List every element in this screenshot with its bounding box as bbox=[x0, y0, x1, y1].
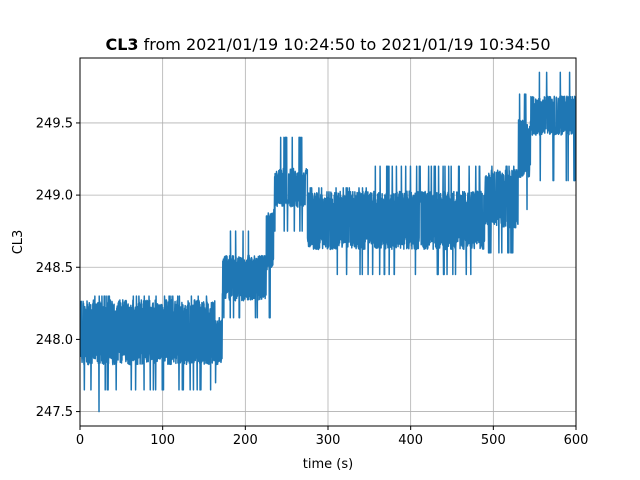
y-tick-label: 247.5 bbox=[36, 405, 73, 420]
series-line-cl3 bbox=[80, 71, 576, 413]
x-axis-ticks: 0 100 200 300 400 500 600 bbox=[76, 426, 589, 448]
y-tick-label: 248.0 bbox=[36, 333, 73, 348]
y-tick-label: 248.5 bbox=[36, 261, 73, 276]
y-tick-label: 249.0 bbox=[36, 189, 73, 204]
y-axis-ticks: 247.5 248.0 248.5 249.0 249.5 bbox=[36, 116, 80, 420]
x-tick-label: 300 bbox=[316, 433, 341, 448]
x-axis-label: time (s) bbox=[303, 457, 353, 472]
x-tick-label: 400 bbox=[398, 433, 423, 448]
x-tick-label: 0 bbox=[76, 433, 84, 448]
series-cl3 bbox=[80, 71, 576, 413]
chart-title: CL3 from 2021/01/19 10:24:50 to 2021/01/… bbox=[105, 35, 550, 54]
x-tick-label: 600 bbox=[564, 433, 589, 448]
x-tick-label: 100 bbox=[150, 433, 175, 448]
chart-title-bold: CL3 bbox=[105, 35, 138, 54]
y-tick-label: 249.5 bbox=[36, 116, 73, 131]
x-tick-label: 500 bbox=[481, 433, 506, 448]
y-axis-label: CL3 bbox=[11, 230, 26, 255]
x-tick-label: 200 bbox=[233, 433, 258, 448]
chart-title-rest: from 2021/01/19 10:24:50 to 2021/01/19 1… bbox=[139, 35, 551, 54]
